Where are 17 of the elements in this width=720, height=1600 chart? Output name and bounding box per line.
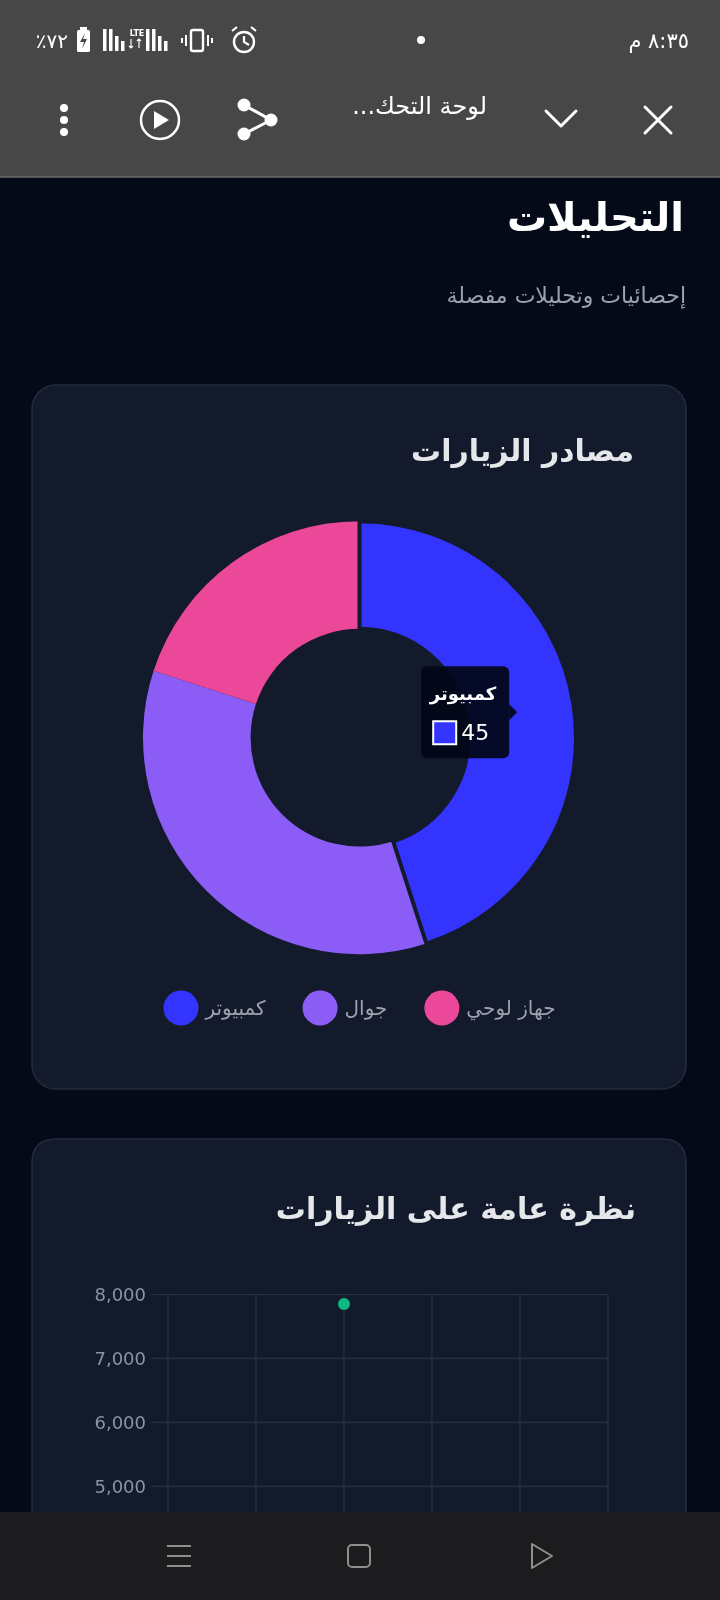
slice-label: كمبيوتر [428,682,497,705]
text: ٨:٣٥ م [628,29,689,53]
chart-title: نظرة عامة على الزيارات [275,1190,636,1226]
data-label: 45 [461,719,490,745]
text: التحليلات [506,194,684,240]
y-tick-label: 7,000 [94,1347,146,1369]
text: ٧٢٪ [35,29,68,53]
legend-label: كمبيوتر [204,996,267,1020]
y-tick-label: 8,000 [94,1284,146,1305]
chart-title: مصادر الزيارات [411,432,634,468]
legend-label: جوال [344,996,388,1020]
legend-label: جهاز لوحي [466,996,556,1021]
text: إحصائيات وتحليلات مفصلة [446,282,686,309]
text: لوحة التحك... [352,92,487,120]
text: LTE [129,28,145,38]
y-tick-label: 6,000 [94,1411,146,1433]
y-tick-label: 5,000 [94,1475,146,1497]
